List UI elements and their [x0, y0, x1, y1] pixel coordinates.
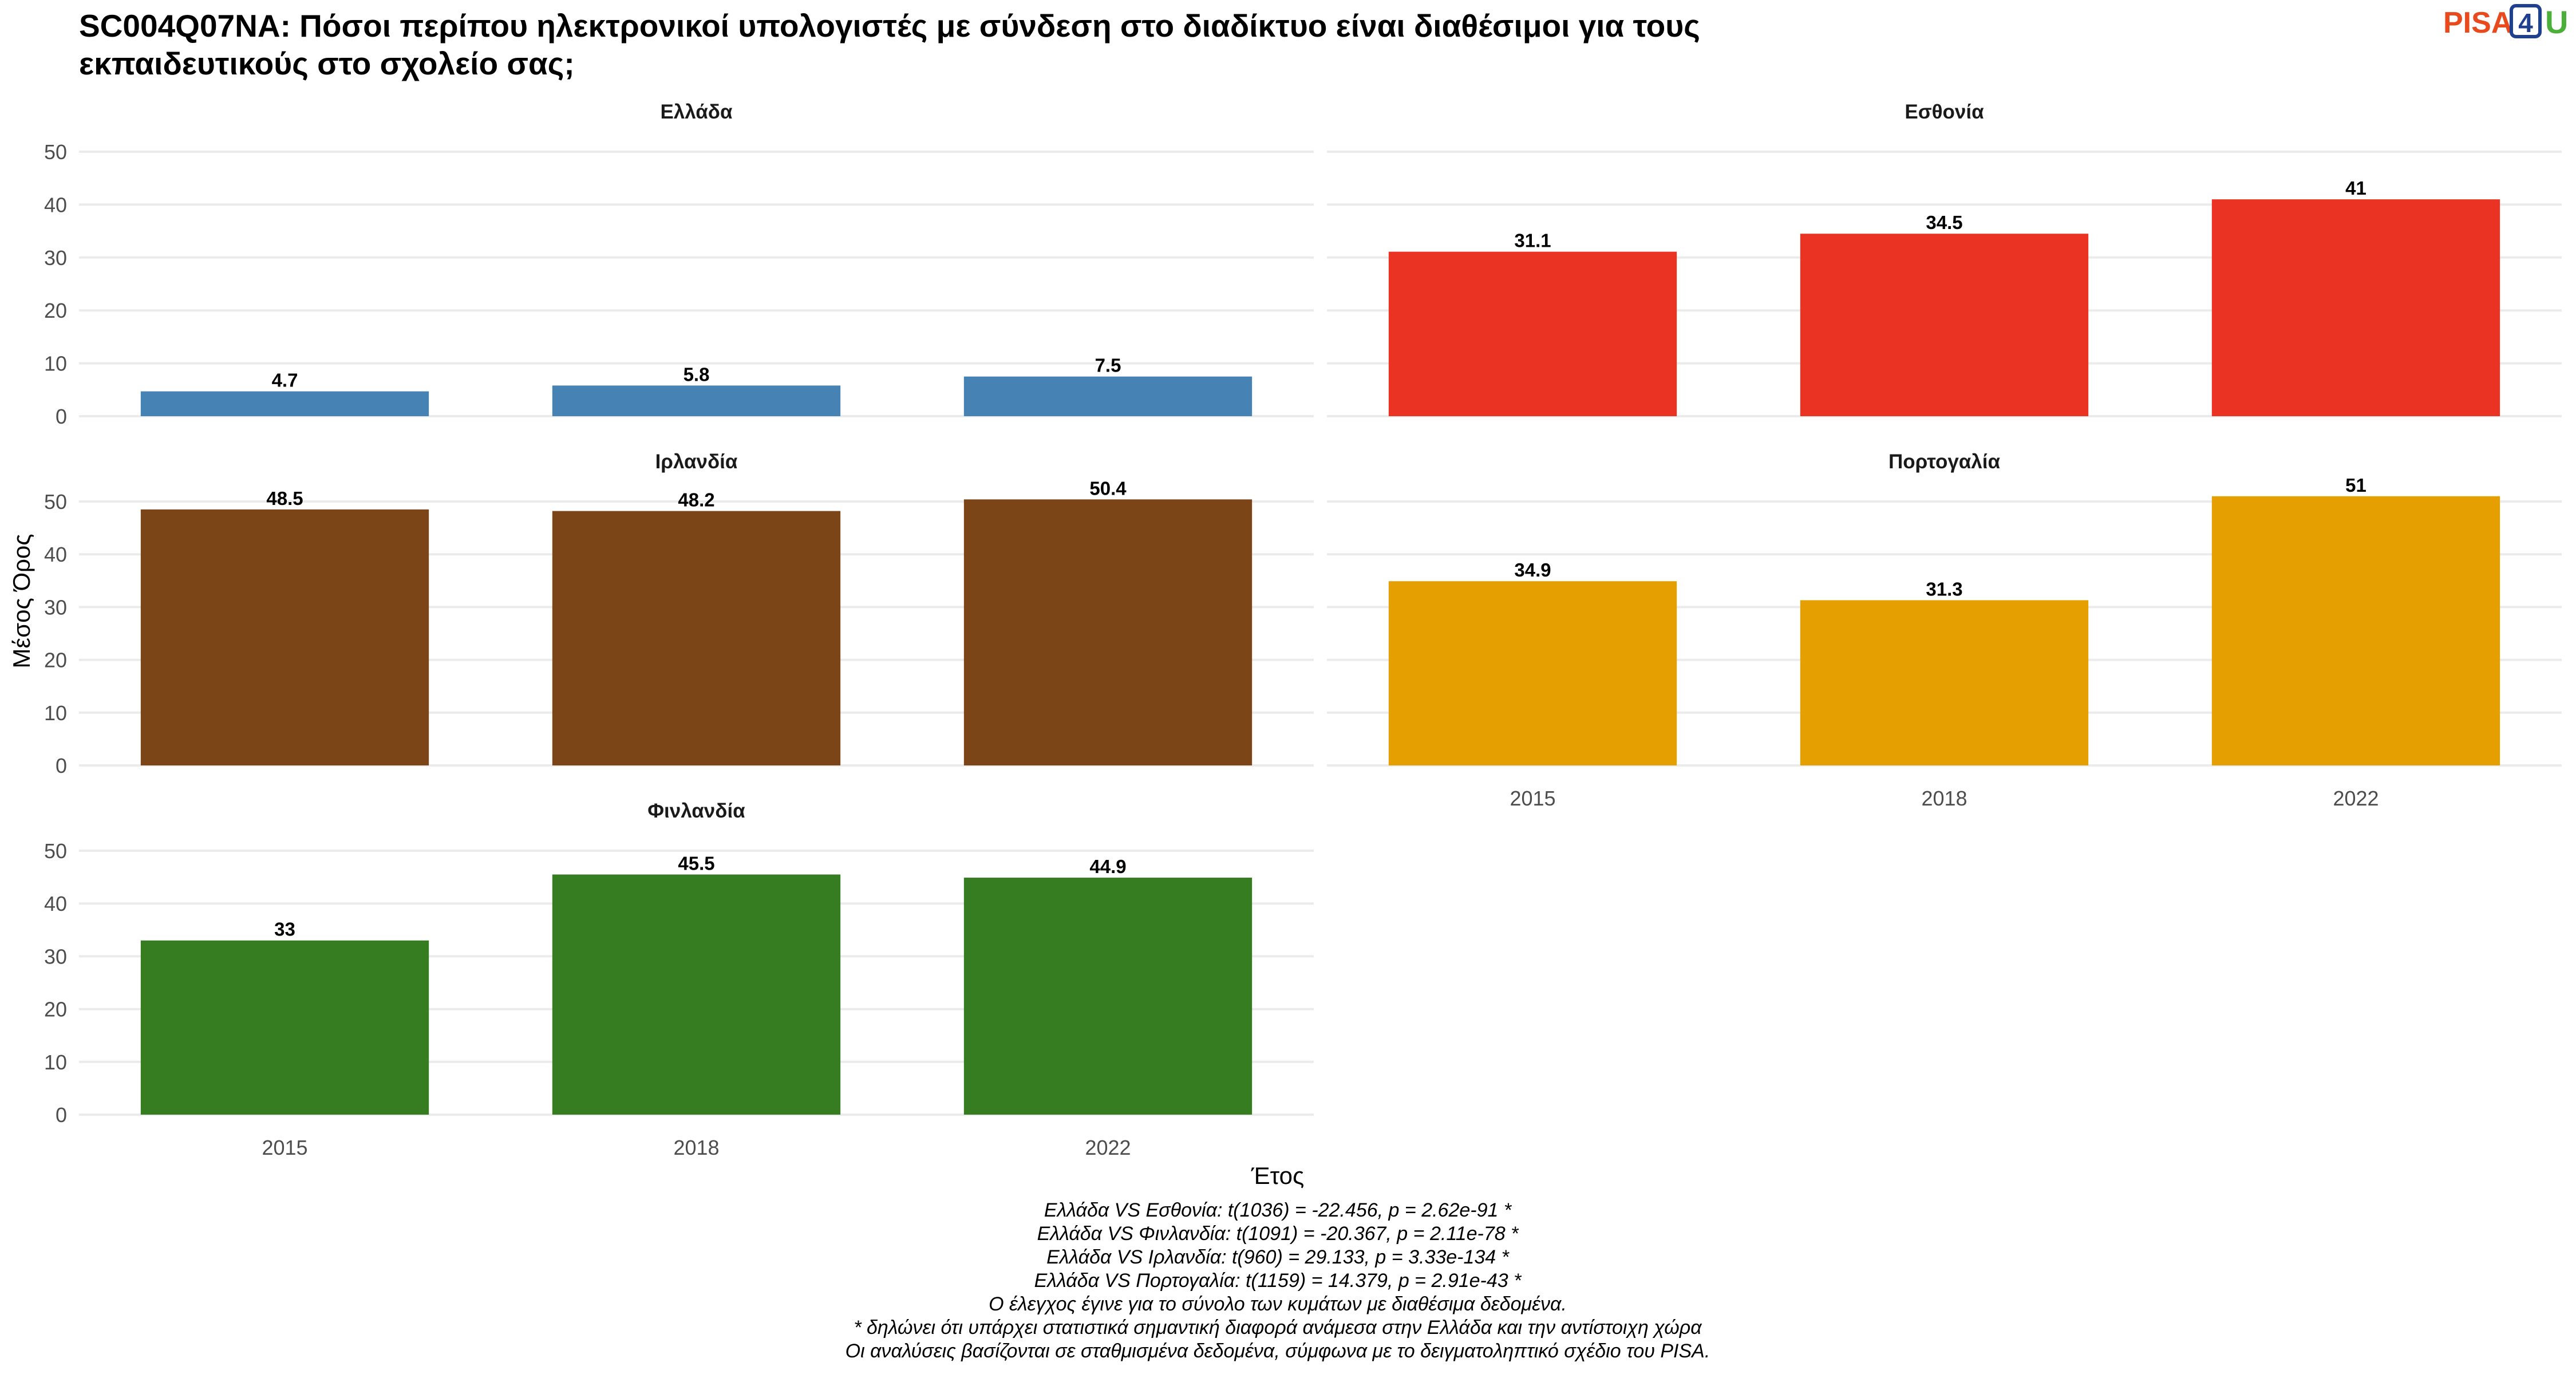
bar: [1800, 234, 2089, 416]
facet-strip-label: Ελλάδα: [660, 101, 733, 123]
note-line-6: * δηλώνει ότι υπάρχει στατιστικά σημαντι…: [854, 1317, 1702, 1339]
y-tick-label: 10: [44, 1051, 67, 1074]
y-tick-label: 20: [44, 649, 67, 672]
facet-panels: 0 10 20 30 40 50 Ελλάδα 4.7 5.8 7.5 Εσθονία 31.1 34.…: [44, 101, 2562, 1159]
bar-data-label: 44.9: [1089, 856, 1126, 877]
y-tick-label: 30: [44, 246, 67, 270]
bar-data-label: 31.1: [1514, 230, 1551, 251]
bar-data-label: 4.7: [272, 370, 298, 391]
y-tick-label: 30: [44, 945, 67, 968]
y-tick-label: 40: [44, 892, 67, 915]
y-tick-label: 20: [44, 299, 67, 322]
y-tick-label: 40: [44, 193, 67, 216]
x-tick-label: 2018: [1921, 787, 1967, 810]
y-axis-title: Μέσος Όρος: [8, 534, 35, 669]
y-tick-label: 20: [44, 998, 67, 1021]
bar: [963, 499, 1253, 765]
facet-strip-label: Εσθονία: [1905, 101, 1984, 123]
bar: [1388, 581, 1677, 765]
footnotes: Ελλάδα VS Εσθονία: t(1036) = -22.456, p …: [846, 1199, 1710, 1362]
bar: [1800, 600, 2089, 765]
note-line-1: Ελλάδα VS Εσθονία: t(1036) = -22.456, p …: [1044, 1199, 1512, 1221]
y-tick-label: 0: [56, 754, 67, 777]
note-line-7: Οι αναλύσεις βασίζονται σε σταθμισμένα δ…: [846, 1340, 1710, 1362]
bar-data-label: 31.3: [1926, 578, 1962, 599]
logo-text-pisa: PISA: [2443, 6, 2512, 40]
facet-panel: 0 10 20 30 40 50 Ιρλανδία 48.5 48.2 50.4: [44, 451, 1314, 777]
bar-data-label: 7.5: [1095, 355, 1121, 376]
facet-strip-label: Ιρλανδία: [655, 451, 738, 473]
y-tick-label: 50: [44, 839, 67, 863]
x-axis-title: Έτος: [1251, 1162, 1305, 1189]
y-tick-label: 40: [44, 543, 67, 566]
chart-title-line-2: εκπαιδευτικούς στο σχολείο σας;: [79, 46, 575, 81]
logo-box: [2510, 4, 2542, 38]
note-line-5: Ο έλεγχος έγινε για το σύνολο των κυμάτω…: [989, 1293, 1567, 1315]
bar: [552, 385, 841, 416]
bar-data-label: 48.5: [266, 488, 303, 509]
bar: [552, 874, 841, 1115]
logo-text-u: U: [2545, 4, 2568, 40]
bar: [140, 391, 429, 416]
bar: [2211, 199, 2500, 416]
y-tick-label: 10: [44, 701, 67, 725]
chart-title-line-1: SC004Q07NA: Πόσοι περίπου ηλεκτρονικοί υ…: [79, 8, 1700, 44]
bar-data-label: 45.5: [678, 852, 714, 874]
y-tick-label: 0: [56, 405, 67, 428]
facet-panel: 0 10 20 30 40 50 Ελλάδα 4.7 5.8 7.5: [44, 101, 1314, 428]
bar-data-label: 48.2: [678, 489, 714, 511]
facet-panel: 0 10 20 30 40 50 Φινλανδία 33 45.5 44.9 2015 2018 20…: [44, 800, 1314, 1159]
bar-data-label: 41: [2345, 177, 2366, 199]
bar: [963, 878, 1253, 1115]
bar: [140, 940, 429, 1115]
bar: [140, 509, 429, 765]
y-tick-label: 30: [44, 595, 67, 619]
y-tick-label: 50: [44, 140, 67, 164]
pisa4u-logo: PISA 4 U: [2443, 4, 2568, 40]
x-tick-label: 2022: [2333, 787, 2379, 810]
x-tick-label: 2018: [673, 1136, 719, 1159]
note-line-3: Ελλάδα VS Ιρλανδία: t(960) = 29.133, p =…: [1046, 1246, 1510, 1268]
y-tick-label: 10: [44, 352, 67, 376]
facet-panel: Πορτογαλία 34.9 31.3 51 2015 2018 2022: [1327, 451, 2562, 810]
x-tick-label: 2015: [262, 1136, 307, 1159]
bar-data-label: 33: [274, 919, 295, 940]
x-tick-label: 2015: [1510, 787, 1555, 810]
bar: [1388, 251, 1677, 416]
bar-data-label: 51: [2345, 475, 2366, 496]
y-tick-label: 0: [56, 1103, 67, 1127]
facet-strip-label: Πορτογαλία: [1888, 451, 2001, 473]
note-line-4: Ελλάδα VS Πορτογαλία: t(1159) = 14.379, …: [1034, 1270, 1523, 1292]
logo-text-4: 4: [2518, 8, 2533, 38]
bar-data-label: 50.4: [1089, 477, 1127, 499]
x-tick-label: 2022: [1085, 1136, 1131, 1159]
bar-data-label: 34.5: [1926, 212, 1962, 233]
bar-data-label: 34.9: [1514, 559, 1551, 581]
bar: [552, 511, 841, 765]
note-line-2: Ελλάδα VS Φινλανδία: t(1091) = -20.367, …: [1037, 1223, 1519, 1245]
bar-data-label: 5.8: [683, 364, 710, 385]
bar: [963, 376, 1253, 416]
facet-panel: Εσθονία 31.1 34.5 41: [1327, 101, 2562, 417]
bar: [2211, 496, 2500, 765]
y-tick-label: 50: [44, 490, 67, 514]
facet-strip-label: Φινλανδία: [647, 800, 745, 822]
